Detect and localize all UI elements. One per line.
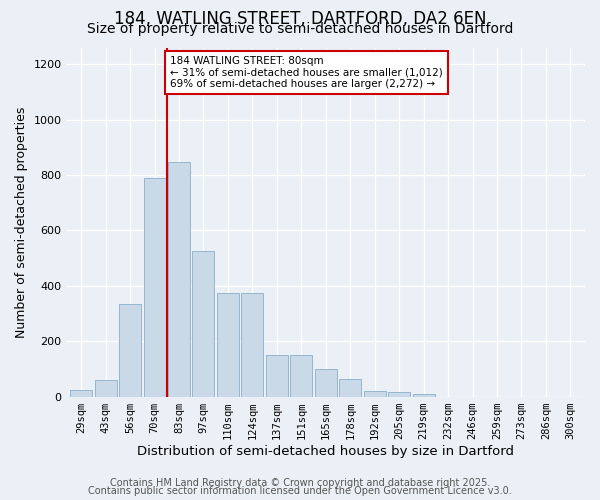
Bar [364, 391, 386, 396]
Bar [168, 162, 190, 396]
Text: 184 WATLING STREET: 80sqm
← 31% of semi-detached houses are smaller (1,012)
69% : 184 WATLING STREET: 80sqm ← 31% of semi-… [170, 56, 443, 89]
Bar [413, 394, 434, 396]
Bar [339, 378, 361, 396]
Bar [143, 178, 166, 396]
Bar [217, 292, 239, 397]
Bar [241, 292, 263, 397]
Bar [70, 390, 92, 396]
X-axis label: Distribution of semi-detached houses by size in Dartford: Distribution of semi-detached houses by … [137, 444, 514, 458]
Bar [193, 251, 214, 396]
Bar [388, 392, 410, 396]
Text: Contains HM Land Registry data © Crown copyright and database right 2025.: Contains HM Land Registry data © Crown c… [110, 478, 490, 488]
Text: Size of property relative to semi-detached houses in Dartford: Size of property relative to semi-detach… [87, 22, 513, 36]
Bar [315, 369, 337, 396]
Y-axis label: Number of semi-detached properties: Number of semi-detached properties [15, 106, 28, 338]
Bar [290, 355, 313, 397]
Bar [119, 304, 141, 396]
Text: Contains public sector information licensed under the Open Government Licence v3: Contains public sector information licen… [88, 486, 512, 496]
Text: 184, WATLING STREET, DARTFORD, DA2 6EN: 184, WATLING STREET, DARTFORD, DA2 6EN [114, 10, 486, 28]
Bar [95, 380, 116, 396]
Bar [266, 355, 288, 397]
